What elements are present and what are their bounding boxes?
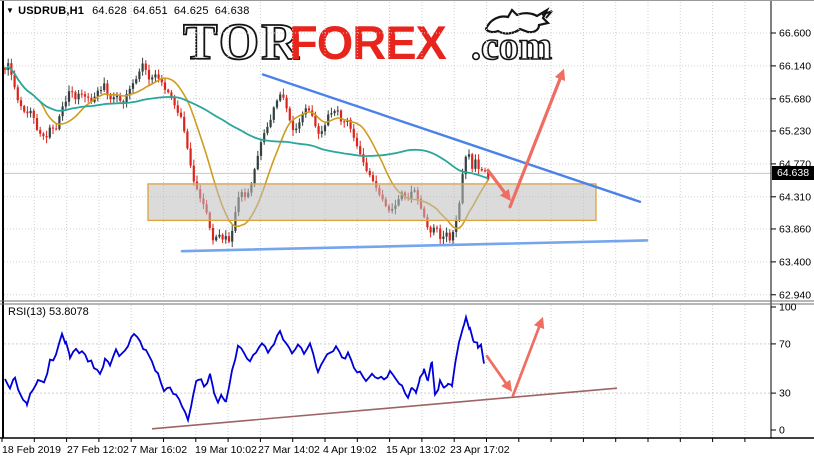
rsi-trendline[interactable] [151, 387, 618, 430]
price-axis-label: 64.310 [779, 191, 811, 203]
forecast-arrow-bounce-up [508, 68, 566, 209]
time-axis-label: 7 Mar 16:02 [131, 444, 187, 456]
current-price-value: 64.638 [776, 167, 810, 180]
torforex-logo: TOR FOREX .com [182, 7, 583, 76]
rsi-axis-label: 70 [779, 338, 791, 350]
time-axis-label: 23 Apr 17:02 [450, 444, 510, 456]
logo-text-tor: TOR [183, 14, 301, 71]
bull-icon [484, 7, 551, 35]
support-zone-rect[interactable] [147, 183, 597, 222]
chart-header: ▼ USDRUB,H1 64.628 64.651 64.625 64.638 [6, 5, 256, 17]
rsi-axis-label: 30 [779, 388, 791, 400]
high-value: 64.651 [132, 5, 168, 17]
logo-text-forex: FOREX [289, 16, 447, 69]
time-axis-label: 19 Mar 10:02 [195, 444, 257, 456]
current-price-box: 64.638 [772, 166, 814, 181]
collapse-triangle-icon[interactable]: ▼ [6, 6, 15, 15]
price-axis-label: 63.400 [779, 256, 811, 268]
rsi-axis-label: 0 [779, 425, 785, 437]
forecast-arrow-pullback-to-zone [486, 168, 511, 202]
price-axis-label: 65.680 [779, 93, 811, 105]
torforex-logo-canvas: TOR FOREX .com [182, 7, 553, 72]
trendline-upper-resistance[interactable] [261, 73, 642, 203]
close-value: 64.638 [214, 5, 250, 17]
low-value: 64.625 [173, 5, 209, 17]
price-axis-labels: 66.60066.14065.68065.23064.77064.31063.8… [771, 28, 811, 301]
rsi-axis-label: 100 [779, 302, 797, 314]
price-axis-label: 63.860 [779, 223, 811, 235]
rsi-line [4, 313, 485, 424]
forecast-arrow-rsi-pullback [485, 354, 512, 392]
price-axis-label: 65.230 [779, 125, 811, 137]
panel-frames [0, 1, 814, 439]
time-axis-label: 15 Apr 13:02 [386, 444, 446, 456]
time-axis-label: 4 Apr 19:02 [323, 444, 377, 456]
time-axis-label: 18 Feb 2019 [2, 444, 61, 456]
rsi-indicator-label: RSI(13) 53.8078 [8, 306, 89, 318]
trendline-lower-support[interactable] [180, 239, 649, 253]
bull-tail-icon [541, 10, 553, 19]
rsi-axis-labels: 100 70 30 0 [771, 302, 797, 437]
price-axis-label: 62.940 [779, 289, 811, 301]
logo-text-com: .com [471, 23, 552, 68]
time-axis-label: 27 Feb 12:02 [67, 444, 129, 456]
symbol-timeframe-label: USDRUB,H1 [18, 5, 85, 17]
time-axis-label: 27 Mar 14:02 [258, 444, 320, 456]
open-value: 64.628 [92, 5, 127, 17]
price-axis-label: 66.140 [779, 60, 811, 72]
forecast-arrow-rsi-bounce [511, 316, 545, 397]
price-axis-label: 66.600 [779, 28, 811, 40]
time-axis-labels: 18 Feb 2019 27 Feb 12:02 7 Mar 16:02 19 Mar… [1, 438, 746, 456]
ma-slow-line [4, 65, 489, 180]
